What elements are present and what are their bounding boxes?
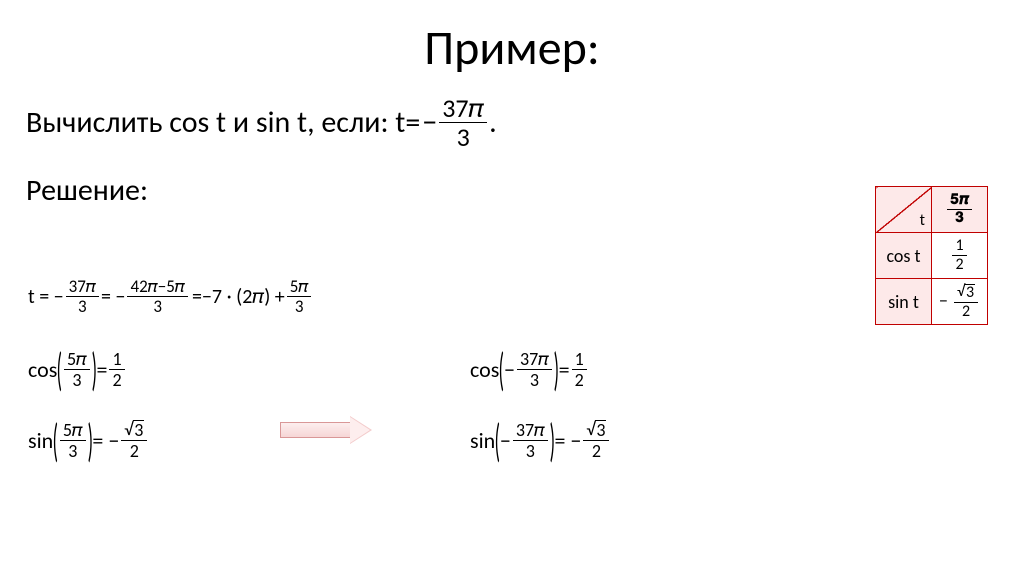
eq4-fn: cos: [470, 356, 499, 383]
eq4-rn: 1: [572, 350, 587, 370]
equation-sin-5pi3: sin ( 5𝜋 3 ) = − √3 2: [28, 420, 149, 460]
frac-num: 37𝜋: [439, 95, 487, 123]
eq5-result: √3 2: [583, 420, 609, 460]
eq3-rn: √3: [121, 420, 147, 441]
lparen-icon: (: [57, 341, 62, 398]
table-row1-label: cos t: [876, 233, 932, 279]
tbl-col-d: 𝟑: [952, 210, 966, 226]
eq1-f2: 42𝜋−5𝜋 3: [127, 278, 188, 315]
eq2-fn: cos: [28, 356, 57, 383]
table-row2-value: − √3 2: [932, 279, 988, 325]
eq1-f2n: 42𝜋−5𝜋: [127, 278, 188, 297]
eq1-f3: 5𝜋 3: [287, 278, 312, 315]
eq1-f3n: 5𝜋: [287, 278, 312, 297]
tbl-r2-pre: −: [939, 289, 948, 311]
tbl-r1-d: 2: [952, 256, 966, 273]
lparen-icon: (: [495, 412, 500, 469]
problem-statement: Вычислить cos t и sin t, если: t= − 37𝜋 …: [0, 87, 1024, 150]
eq5-fn: sin: [470, 427, 495, 454]
table-row1-value: 1 2: [932, 233, 988, 279]
eq5-argn: 37𝜋: [513, 421, 548, 441]
problem-minus: −: [422, 104, 437, 141]
rparen-icon: ): [91, 341, 96, 398]
tbl-r1-n: 1: [952, 238, 966, 256]
eq1-f1d: 3: [75, 297, 90, 315]
eq1-f3d: 3: [292, 297, 307, 315]
eq3-argd: 3: [65, 441, 80, 460]
eq3-rd: 2: [127, 441, 142, 460]
equation-sin-neg37pi3: sin ( − 37𝜋 3 ) = − √3 2: [470, 420, 611, 460]
equation-t-reduction: t = − 37𝜋 3 = − 42𝜋−5𝜋 3 =−7 · (2𝜋) + 5𝜋…: [28, 278, 313, 315]
lparen-icon: (: [53, 412, 58, 469]
eq1-f1: 37𝜋 3: [66, 278, 99, 315]
problem-prefix: Вычислить cos t и sin t, если: t=: [26, 104, 420, 141]
problem-fraction: 37𝜋 3: [439, 95, 487, 150]
equation-cos-neg37pi3: cos ( − 37𝜋 3 ) = 1 2: [470, 350, 589, 389]
eq2-argn: 5𝜋: [64, 350, 90, 370]
eq1-c: =−7 · (2𝜋) +: [192, 285, 285, 309]
rparen-icon: ): [87, 412, 92, 469]
eq2-rn: 1: [109, 350, 124, 370]
eq3-fn: sin: [28, 427, 53, 454]
eq4-pre: −: [504, 356, 515, 383]
eq5-rn: √3: [583, 420, 609, 441]
eq5-argd: 3: [523, 441, 538, 460]
eq3-eq: = −: [92, 427, 119, 454]
arrow-body: [280, 422, 352, 438]
eq5-pre: −: [500, 427, 511, 454]
eq3-arg: 5𝜋 3: [60, 421, 86, 460]
table-corner-label: t: [920, 211, 925, 230]
eq4-rd: 2: [572, 370, 587, 389]
page-title: Пример:: [0, 0, 1024, 87]
eq2-result: 1 2: [109, 350, 124, 389]
table-corner-cell: t: [876, 187, 932, 233]
eq4-result: 1 2: [572, 350, 587, 389]
eq1-a: t = −: [28, 285, 64, 309]
eq5-arg: 37𝜋 3: [513, 421, 548, 460]
reference-table: t 𝟓𝝅 𝟑 cos t 1 2 sin t − √3 2: [875, 186, 988, 325]
eq2-arg: 5𝜋 3: [64, 350, 90, 389]
eq1-b: = −: [101, 285, 125, 309]
tbl-r2-n: √3: [954, 284, 978, 303]
eq4-argd: 3: [527, 370, 542, 389]
rparen-icon: ): [554, 341, 559, 398]
eq4-eq: =: [559, 356, 570, 383]
table-col-header: 𝟓𝝅 𝟑: [932, 187, 988, 233]
solution-label: Решение:: [0, 150, 1024, 209]
lparen-icon: (: [499, 341, 504, 398]
eq1-f1n: 37𝜋: [66, 278, 99, 297]
eq2-argd: 3: [69, 370, 84, 389]
eq2-eq: =: [97, 356, 108, 383]
arrow-head: [350, 416, 372, 444]
arrow-icon: [280, 416, 372, 444]
tbl-col-n: 𝟓𝝅: [947, 193, 971, 210]
tbl-r2-d: 2: [959, 303, 973, 320]
rparen-icon: ): [549, 412, 554, 469]
eq3-argn: 5𝜋: [60, 421, 86, 441]
eq4-argn: 37𝜋: [517, 350, 552, 370]
eq1-f2d: 3: [150, 297, 165, 315]
eq3-result: √3 2: [121, 420, 147, 460]
eq4-arg: 37𝜋 3: [517, 350, 552, 389]
frac-den: 3: [454, 123, 473, 150]
eq5-rd: 2: [589, 441, 604, 460]
eq2-rd: 2: [109, 370, 124, 389]
table-row2-label: sin t: [876, 279, 932, 325]
eq5-eq: = −: [554, 427, 581, 454]
equation-cos-5pi3: cos ( 5𝜋 3 ) = 1 2: [28, 350, 127, 389]
problem-suffix: .: [489, 104, 497, 141]
